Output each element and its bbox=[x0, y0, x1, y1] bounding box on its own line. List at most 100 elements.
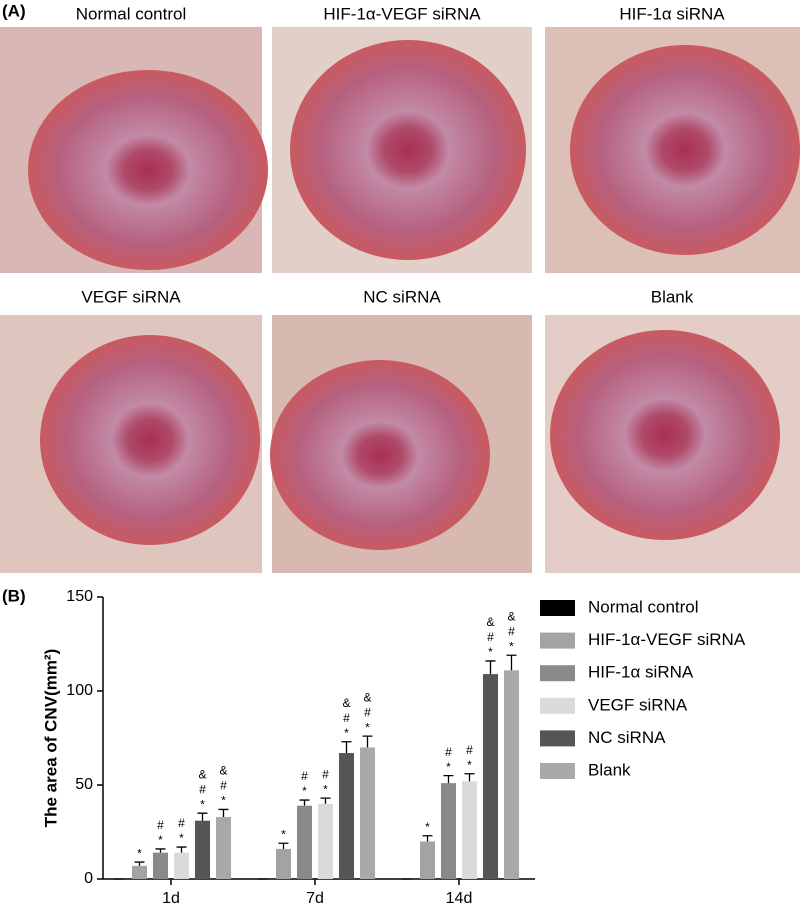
photo-grid bbox=[0, 27, 800, 573]
photo bbox=[0, 27, 268, 273]
error-bar bbox=[218, 808, 229, 817]
error-bar bbox=[320, 797, 331, 804]
panel-label: (B) bbox=[2, 586, 26, 605]
significance-marker: & bbox=[198, 767, 206, 781]
y-axis-title: The area of CNV(mm²) bbox=[41, 649, 60, 828]
significance-marker: # bbox=[364, 705, 371, 719]
legend-swatch bbox=[540, 665, 575, 682]
error-bar bbox=[422, 835, 433, 842]
y-tick-label: 100 bbox=[66, 682, 93, 699]
bar bbox=[318, 803, 333, 879]
panel-label: (A) bbox=[2, 1, 26, 20]
significance-marker: # bbox=[466, 743, 473, 757]
legend-swatch bbox=[540, 697, 575, 714]
significance-marker: & bbox=[342, 696, 350, 710]
significance-marker: * bbox=[137, 846, 142, 860]
photo-caption: VEGF siRNA bbox=[81, 287, 181, 306]
significance-marker: * bbox=[446, 760, 451, 774]
error-bar bbox=[443, 774, 454, 784]
bar bbox=[360, 747, 375, 879]
error-bar bbox=[278, 842, 289, 849]
photo-caption: HIF-1α-VEGF siRNA bbox=[323, 4, 481, 23]
significance-marker: & bbox=[219, 764, 227, 778]
error-bar bbox=[134, 861, 145, 866]
x-tick-label: 7d bbox=[306, 890, 324, 907]
photo-caption: HIF-1α siRNA bbox=[619, 4, 725, 23]
error-bar bbox=[176, 846, 187, 853]
photo bbox=[272, 27, 532, 273]
legend-swatch bbox=[540, 730, 575, 747]
photo bbox=[545, 27, 800, 273]
y-tick-label: 50 bbox=[75, 776, 93, 793]
bar bbox=[276, 848, 291, 879]
significance-marker: * bbox=[365, 720, 370, 734]
error-bar bbox=[197, 812, 208, 821]
significance-marker: & bbox=[363, 690, 371, 704]
significance-marker: # bbox=[199, 782, 206, 796]
significance-marker: * bbox=[467, 758, 472, 772]
bar bbox=[420, 841, 435, 879]
significance-marker: * bbox=[281, 827, 286, 841]
photo bbox=[0, 315, 262, 573]
significance-marker: # bbox=[445, 745, 452, 759]
legend-label: Normal control bbox=[588, 597, 699, 616]
error-bar bbox=[155, 848, 166, 853]
legend-swatch bbox=[540, 763, 575, 779]
significance-marker: * bbox=[488, 645, 493, 659]
significance-marker: # bbox=[322, 767, 329, 781]
bar bbox=[132, 865, 147, 879]
legend-label: NC siRNA bbox=[588, 728, 666, 747]
photo bbox=[545, 315, 800, 573]
photo-caption: Blank bbox=[651, 287, 694, 306]
legend-label: HIF-1α siRNA bbox=[588, 663, 694, 682]
significance-marker: * bbox=[302, 784, 307, 798]
error-bar bbox=[299, 799, 310, 806]
bar bbox=[441, 783, 456, 879]
significance-marker: & bbox=[486, 615, 494, 629]
bar bbox=[216, 816, 231, 879]
significance-marker: * bbox=[509, 639, 514, 653]
significance-marker: & bbox=[507, 609, 515, 623]
legend-label: VEGF siRNA bbox=[588, 695, 688, 714]
bar bbox=[195, 820, 210, 879]
significance-marker: * bbox=[221, 794, 226, 808]
bar bbox=[483, 674, 498, 879]
legend-swatch bbox=[540, 600, 575, 616]
significance-marker: # bbox=[178, 816, 185, 830]
significance-marker: # bbox=[508, 624, 515, 638]
error-bar bbox=[341, 741, 352, 754]
significance-marker: * bbox=[344, 726, 349, 740]
error-bar bbox=[506, 654, 517, 671]
legend-swatch bbox=[540, 632, 575, 649]
bar bbox=[339, 753, 354, 879]
significance-marker: * bbox=[323, 782, 328, 796]
significance-marker: * bbox=[158, 833, 163, 847]
error-bar bbox=[485, 660, 496, 675]
significance-marker: # bbox=[343, 711, 350, 725]
legend-label: Blank bbox=[588, 760, 631, 779]
x-tick-label: 14d bbox=[446, 890, 473, 907]
significance-marker: * bbox=[425, 820, 430, 834]
significance-marker: # bbox=[220, 779, 227, 793]
y-tick-label: 150 bbox=[66, 588, 93, 605]
bar bbox=[174, 852, 189, 879]
significance-marker: * bbox=[200, 797, 205, 811]
significance-marker: * bbox=[179, 831, 184, 845]
y-tick-label: 0 bbox=[84, 870, 93, 887]
captions: Normal control HIF-1α-VEGF siRNA HIF-1α si… bbox=[76, 4, 726, 306]
photo bbox=[270, 315, 532, 573]
error-bar bbox=[464, 773, 475, 782]
error-bar bbox=[362, 735, 373, 748]
significance-marker: # bbox=[157, 818, 164, 832]
photo-caption: Normal control bbox=[76, 4, 187, 23]
x-tick-label: 1d bbox=[162, 890, 180, 907]
legend-label: HIF-1α-VEGF siRNA bbox=[588, 630, 746, 649]
photo-caption: NC siRNA bbox=[363, 287, 441, 306]
bar bbox=[504, 670, 519, 879]
significance-marker: # bbox=[487, 630, 494, 644]
bar bbox=[153, 852, 168, 879]
bar bbox=[462, 781, 477, 879]
significance-marker: # bbox=[301, 769, 308, 783]
